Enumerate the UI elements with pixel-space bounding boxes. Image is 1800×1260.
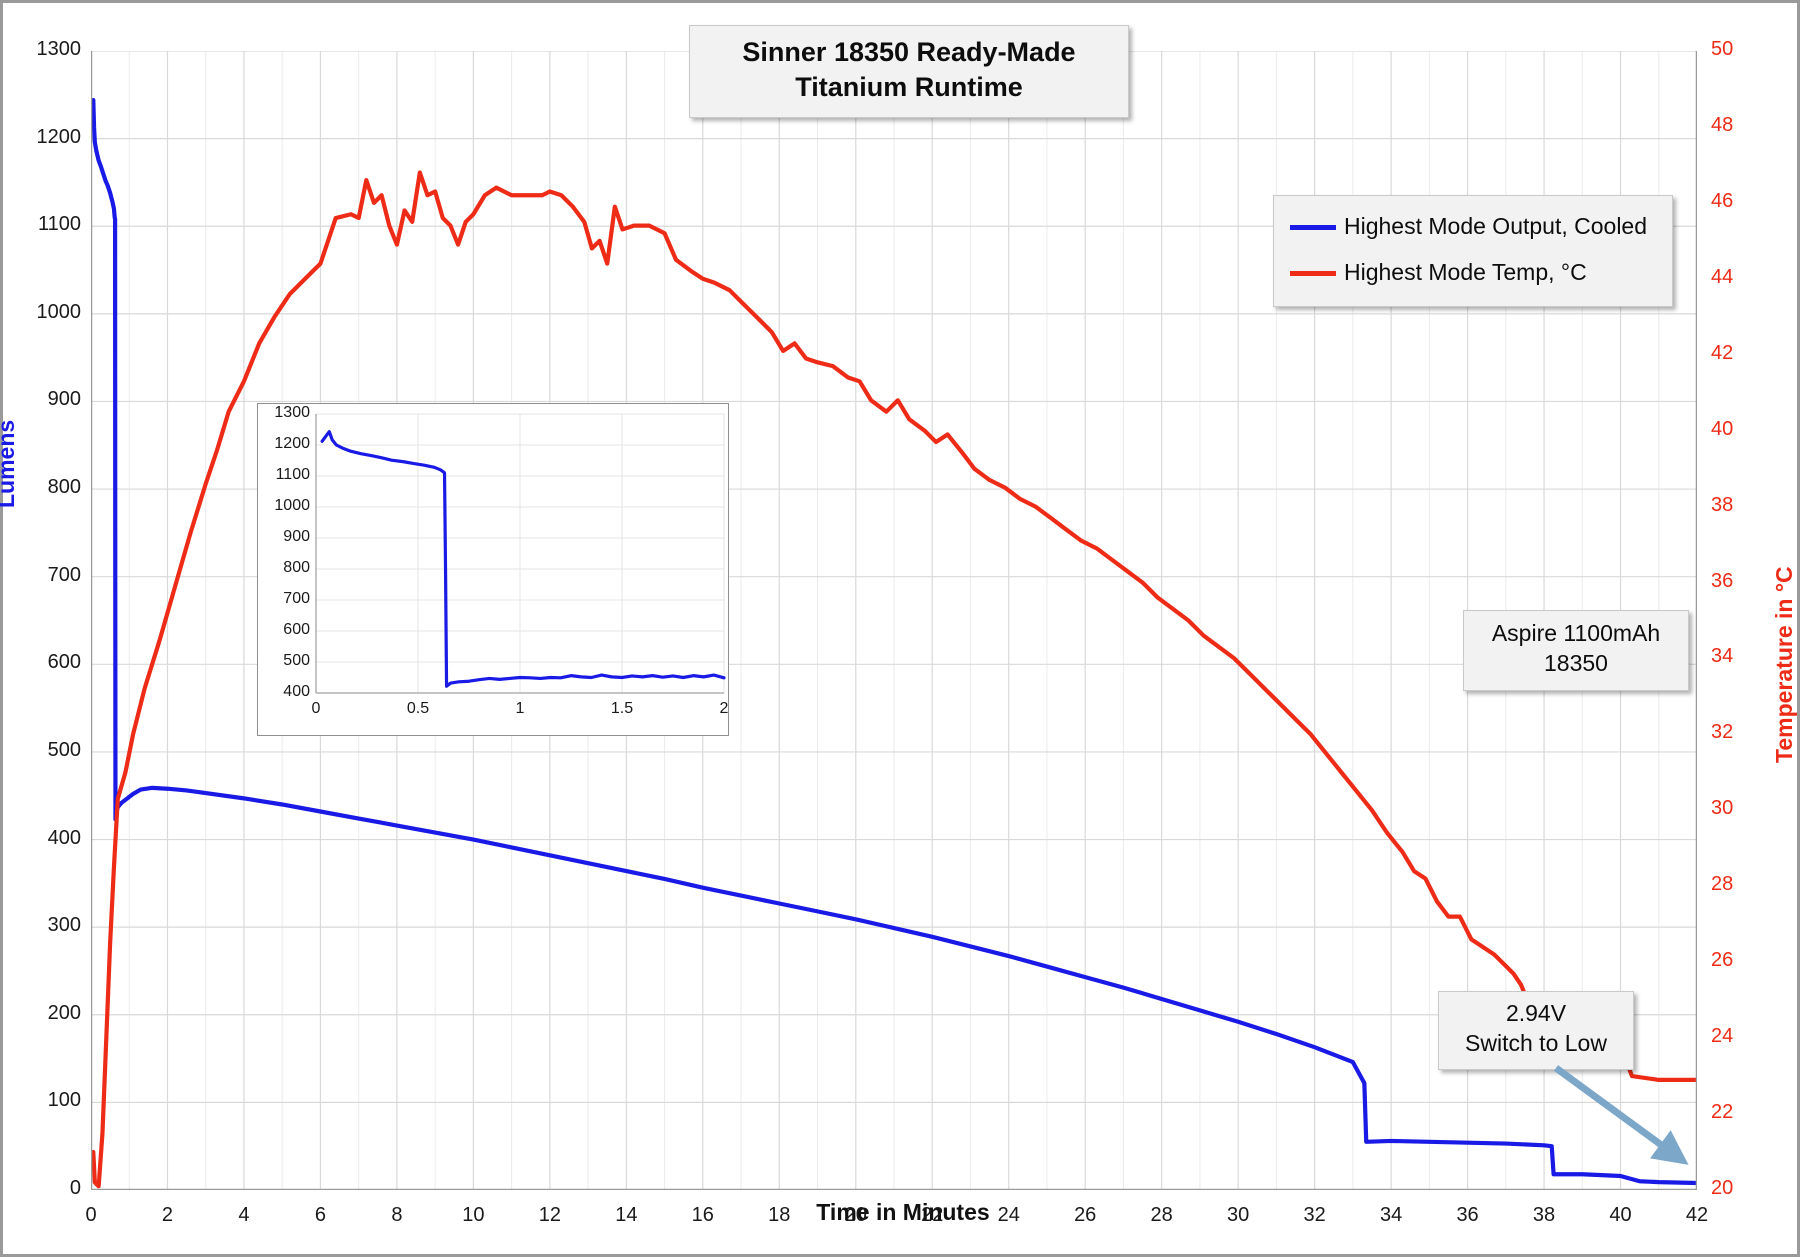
y-tick-left-500: 500 [47,738,81,761]
inset-y-tick-900: 900 [283,528,310,545]
chart-title: Sinner 18350 Ready-Made Titanium Runtime [689,25,1129,119]
x-tick-26: 26 [1074,1204,1097,1226]
battery-annotation: Aspire 1100mAh 18350 [1463,610,1689,691]
y-tick-right-28: 28 [1711,873,1734,896]
legend-color-swatch-temperature [1290,270,1336,276]
y-tick-left-600: 600 [47,651,81,674]
y-tick-right-32: 32 [1711,721,1734,744]
x-tick-24: 24 [997,1204,1020,1226]
y-tick-right-42: 42 [1711,341,1734,364]
y-tick-left-800: 800 [47,476,81,499]
x-tick-28: 28 [1150,1204,1173,1226]
y-axis-right-title: Temperature in °C [1771,566,1797,763]
battery-annotation-line2: 18350 [1544,649,1608,676]
y-tick-right-40: 40 [1711,417,1734,440]
y-tick-left-900: 900 [47,388,81,411]
y-tick-right-22: 22 [1711,1101,1734,1124]
y-tick-left-1200: 1200 [36,125,82,148]
inset-y-tick-1300: 1300 [274,404,310,421]
y-tick-left-700: 700 [47,563,81,586]
y-tick-left-200: 200 [47,1001,81,1024]
x-tick-42: 42 [1685,1204,1709,1226]
x-tick-32: 32 [1303,1204,1326,1226]
inset-y-tick-400: 400 [283,683,310,700]
y-tick-right-34: 34 [1711,645,1734,668]
x-tick-8: 8 [391,1204,403,1226]
x-axis-title: Time in Minutes [816,1199,990,1225]
x-tick-18: 18 [768,1204,791,1226]
switch-annotation-line2: Switch to Low [1465,1029,1607,1056]
x-tick-20: 20 [844,1204,867,1226]
y-tick-right-24: 24 [1711,1025,1734,1048]
x-tick-2: 2 [161,1204,174,1226]
x-tick-16: 16 [691,1204,714,1226]
legend-label-temperature: Highest Mode Temp, °C [1344,259,1587,286]
legend: Highest Mode Output, Cooled Highest Mode… [1273,195,1673,307]
data-series [91,97,1697,1189]
legend-color-swatch-lumens [1290,224,1336,230]
inset-canvas [315,413,726,694]
y-tick-left-1100: 1100 [37,213,81,236]
inset-x-tick-0.5: 0.5 [406,700,430,717]
legend-label-lumens: Highest Mode Output, Cooled [1344,213,1648,240]
switch-annotation-line1: 2.94V [1505,1000,1567,1026]
x-tick-30: 30 [1227,1204,1250,1226]
x-tick-10: 10 [462,1204,485,1226]
y-tick-left-1300: 1300 [36,38,82,60]
x-tick-0: 0 [85,1204,97,1226]
y-tick-right-44: 44 [1711,265,1734,288]
y-tick-right-50: 50 [1711,38,1734,60]
switch-to-low-annotation: 2.94V Switch to Low [1438,991,1634,1070]
chart-title-line2: Titanium Runtime [795,72,1023,103]
y-tick-right-20: 20 [1711,1177,1734,1199]
inset-y-tick-500: 500 [283,652,310,669]
inset-x-tick-1.5: 1.5 [610,700,634,717]
inset-y-tick-1100: 1100 [275,466,310,483]
y-tick-left-100: 100 [47,1089,81,1112]
legend-item-temperature: Highest Mode Temp, °C [1274,250,1672,296]
x-tick-14: 14 [615,1204,638,1226]
inset-y-tick-800: 800 [283,559,310,576]
inset-y-tick-700: 700 [283,590,310,607]
y-tick-right-30: 30 [1711,797,1734,820]
x-tick-4: 4 [238,1204,250,1226]
x-tick-34: 34 [1379,1204,1403,1226]
y-tick-left-0: 0 [69,1177,81,1199]
x-tick-36: 36 [1456,1204,1479,1226]
y-axis-left-title: Lumens [0,419,19,508]
y-tick-right-36: 36 [1711,569,1734,592]
x-tick-22: 22 [921,1204,944,1226]
chart-title-line1: Sinner 18350 Ready-Made [742,37,1076,67]
inset-data-series [320,430,726,688]
inset-axis-lines [315,414,724,694]
inset-x-tick-1: 1 [515,700,525,717]
x-tick-38: 38 [1532,1204,1556,1226]
inset-y-tick-1000: 1000 [274,497,310,514]
inset-chart: 400 500 600 700 800 900 1000 1100 1200 1300 0 0.5 1… [257,403,729,736]
y-tick-right-48: 48 [1711,113,1734,136]
y-tick-left-400: 400 [47,826,81,849]
inset-y-tick-1200: 1200 [274,435,310,452]
y-tick-right-26: 26 [1711,949,1734,972]
y-tick-right-46: 46 [1711,189,1734,212]
inset-x-tick-2: 2 [719,700,729,717]
legend-item-lumens: Highest Mode Output, Cooled [1274,204,1672,250]
inset-y-tick-600: 600 [283,621,310,638]
x-tick-12: 12 [538,1204,561,1226]
x-tick-40: 40 [1609,1204,1632,1226]
y-tick-left-300: 300 [47,914,81,937]
battery-annotation-line1: Aspire 1100mAh [1491,620,1661,646]
y-tick-right-38: 38 [1711,493,1734,516]
y-tick-left-1000: 1000 [36,300,82,323]
inset-x-tick-0: 0 [311,700,321,717]
x-tick-6: 6 [314,1204,326,1226]
